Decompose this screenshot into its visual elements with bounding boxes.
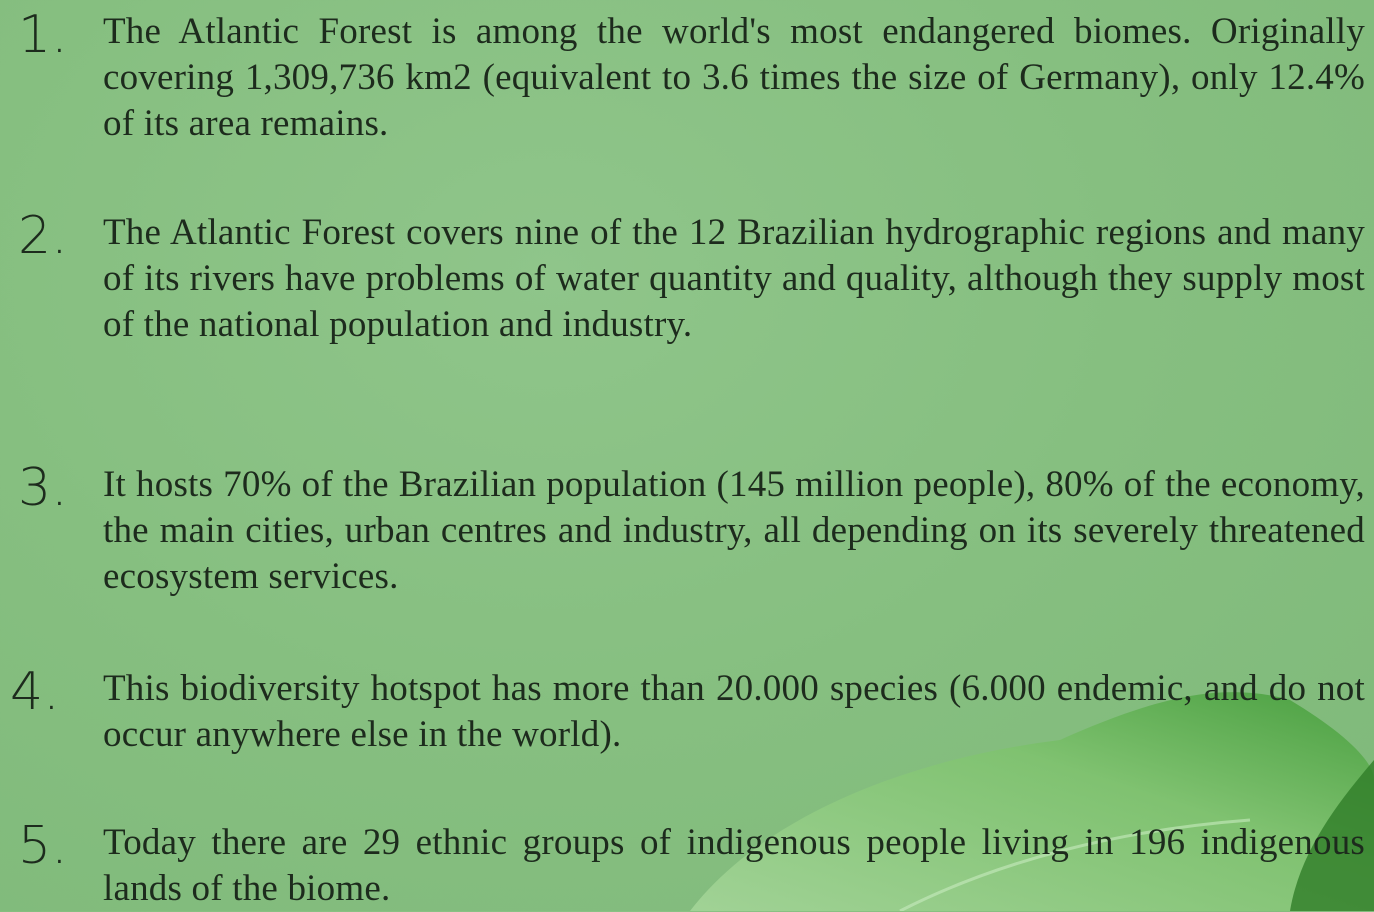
page: 1. The Atlantic Forest is among the world… (0, 0, 1374, 911)
item-number: 4. (10, 666, 60, 718)
item-text: The Atlantic Forest is among the world's… (103, 9, 1365, 147)
item-text: Today there are 29 ethnic groups of indi… (103, 820, 1365, 912)
item-number: 1. (18, 9, 68, 61)
item-number: 2. (18, 210, 68, 262)
item-number: 5. (18, 820, 68, 872)
item-number: 3. (18, 462, 68, 514)
item-text: This biodiversity hotspot has more than … (103, 666, 1365, 758)
item-text: It hosts 70% of the Brazilian population… (103, 462, 1365, 600)
item-text: The Atlantic Forest covers nine of the 1… (103, 210, 1365, 348)
